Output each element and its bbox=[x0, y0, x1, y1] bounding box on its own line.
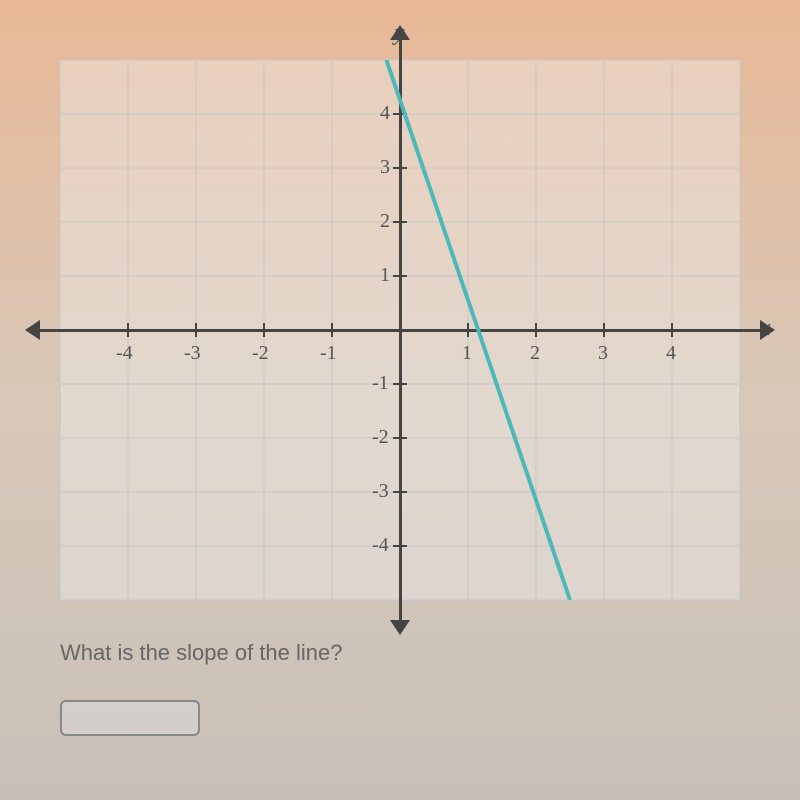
y-tick-label: -2 bbox=[372, 426, 389, 449]
y-tick-label: 4 bbox=[380, 102, 390, 125]
y-tick bbox=[393, 383, 407, 385]
x-tick bbox=[671, 323, 673, 337]
axis-arrow-right bbox=[760, 320, 775, 340]
x-tick bbox=[263, 323, 265, 337]
x-tick-label: -1 bbox=[320, 342, 337, 365]
y-tick bbox=[393, 545, 407, 547]
x-tick-label: -3 bbox=[184, 342, 201, 365]
y-tick-label: 1 bbox=[380, 264, 390, 287]
axis-arrow-up bbox=[390, 25, 410, 40]
x-tick bbox=[467, 323, 469, 337]
y-tick bbox=[393, 491, 407, 493]
y-tick-label: -1 bbox=[372, 372, 389, 395]
x-tick bbox=[331, 323, 333, 337]
x-tick bbox=[195, 323, 197, 337]
grid-area: -4 -3 -2 -1 1 2 3 4 -4 -3 -2 -1 1 2 3 4 bbox=[60, 60, 740, 600]
y-tick-label: 3 bbox=[380, 156, 390, 179]
y-tick-label: -4 bbox=[372, 534, 389, 557]
answer-input[interactable] bbox=[60, 700, 200, 736]
y-tick bbox=[393, 113, 407, 115]
y-tick bbox=[393, 221, 407, 223]
x-tick bbox=[603, 323, 605, 337]
x-tick-label: -4 bbox=[116, 342, 133, 365]
y-tick bbox=[393, 437, 407, 439]
x-tick bbox=[127, 323, 129, 337]
question-text: What is the slope of the line? bbox=[60, 640, 343, 666]
x-tick bbox=[535, 323, 537, 337]
y-axis bbox=[399, 40, 402, 620]
x-tick-label: 2 bbox=[530, 342, 540, 365]
y-tick bbox=[393, 167, 407, 169]
axis-arrow-left bbox=[25, 320, 40, 340]
axis-arrow-down bbox=[390, 620, 410, 635]
y-tick bbox=[393, 275, 407, 277]
x-tick-label: 4 bbox=[666, 342, 676, 365]
y-tick-label: 2 bbox=[380, 210, 390, 233]
coordinate-chart: y x -4-3-2-11234-4-3-2-11234 bbox=[60, 40, 740, 600]
y-tick-label: -3 bbox=[372, 480, 389, 503]
x-tick-label: 3 bbox=[598, 342, 608, 365]
x-tick-label: -2 bbox=[252, 342, 269, 365]
x-tick-label: 1 bbox=[462, 342, 472, 365]
